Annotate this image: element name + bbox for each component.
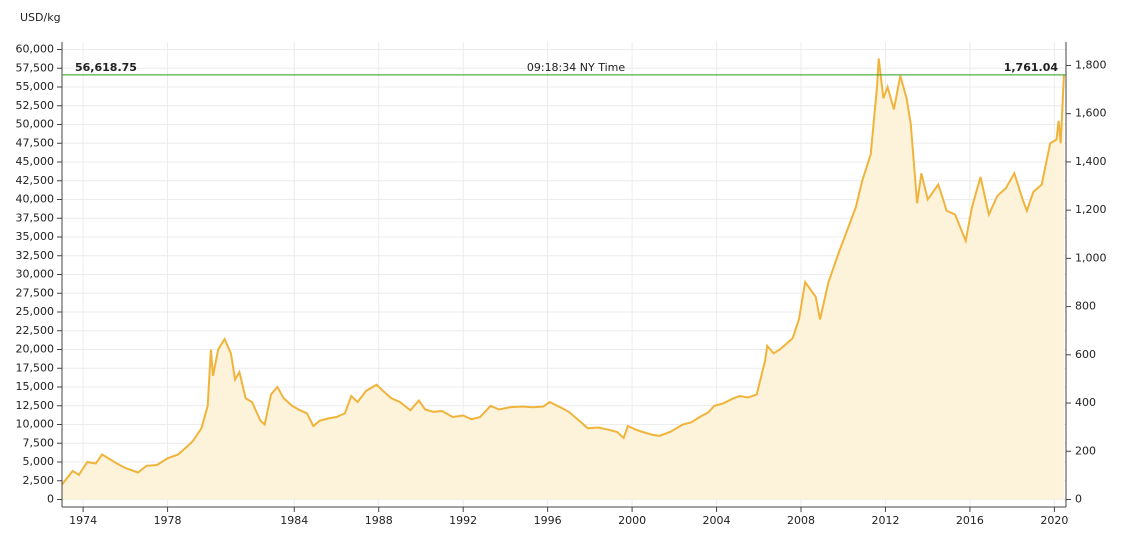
y-tick-label: 10,000 [16,418,55,431]
y-tick-label: 60,000 [16,43,55,56]
y-tick-label: 30,000 [16,268,55,281]
current-price-label: 56,618.75 [75,61,137,74]
y-tick-label: 25,000 [16,305,55,318]
x-tick-label: 2008 [787,514,815,527]
area [62,58,1064,500]
y-tick-label: 40,000 [16,193,55,206]
y-tick-label: 37,500 [16,211,55,224]
x-tick-label: 1992 [449,514,477,527]
x-tick-label: 2020 [1040,514,1068,527]
y2-tick-label: 1,600 [1075,107,1107,120]
y2-tick-label: 200 [1075,444,1096,457]
y2-tick-label: 800 [1075,300,1096,313]
x-tick-label: 1978 [154,514,182,527]
y-tick-label: 5,000 [23,455,55,468]
y2-tick-label: 1,000 [1075,251,1107,264]
y-axis-label: USD/kg [20,11,61,24]
y2-tick-label: 0 [1075,493,1082,506]
y-tick-label: 2,500 [23,474,55,487]
x-tick-label: 1996 [534,514,562,527]
current-price-y2-label: 1,761.04 [1004,61,1059,74]
x-tick-label: 2012 [871,514,899,527]
y-tick-label: 52,500 [16,99,55,112]
y-tick-label: 27,500 [16,286,55,299]
y-tick-label: 55,000 [16,80,55,93]
y-tick-label: 42,500 [16,174,55,187]
x-tick-label: 1974 [69,514,97,527]
y2-tick-label: 1,800 [1075,58,1107,71]
x-tick-label: 1984 [280,514,308,527]
y-tick-label: 45,000 [16,155,55,168]
y-tick-label: 32,500 [16,249,55,262]
y-tick-label: 57,500 [16,61,55,74]
y2-tick-label: 600 [1075,348,1096,361]
x-tick-label: 2004 [703,514,731,527]
y-tick-label: 22,500 [16,324,55,337]
y-tick-label: 7,500 [23,436,55,449]
y-tick-label: 50,000 [16,118,55,131]
x-tick-label: 2016 [956,514,984,527]
x-tick-label: 2000 [618,514,646,527]
y-tick-label: 12,500 [16,399,55,412]
time-label: 09:18:34 NY Time [527,61,625,74]
x-tick-label: 1988 [365,514,393,527]
y-tick-label: 15,000 [16,380,55,393]
y-tick-label: 35,000 [16,230,55,243]
y-tick-label: 47,500 [16,136,55,149]
y2-tick-label: 400 [1075,396,1096,409]
y-tick-label: 20,000 [16,343,55,356]
y2-tick-label: 1,400 [1075,155,1107,168]
y2-tick-label: 1,200 [1075,203,1107,216]
y-tick-label: 17,500 [16,361,55,374]
line [61,58,1065,486]
y-tick-label: 0 [47,493,54,506]
